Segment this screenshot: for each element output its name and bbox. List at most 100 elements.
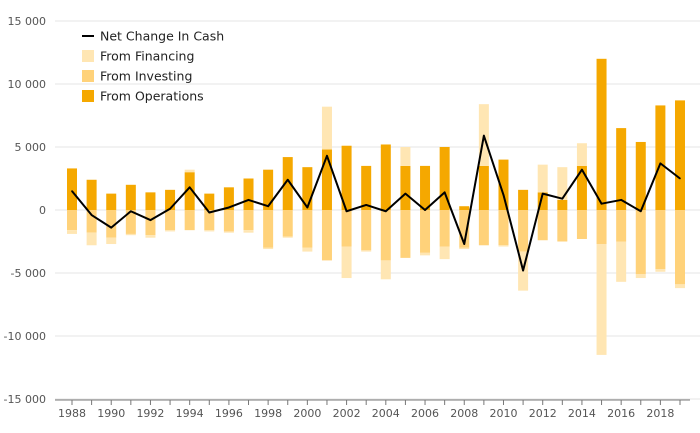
bar-from-financing <box>616 241 627 282</box>
bar-from-investing <box>439 210 450 247</box>
legend: Net Change In Cash From Financing From Inv… <box>82 29 224 104</box>
legend-swatch <box>82 70 94 82</box>
bar-from-financing <box>341 246 352 279</box>
bar-from-financing <box>576 143 587 166</box>
x-tick-label: 2002 <box>333 407 361 420</box>
bar-from-operations <box>498 159 509 210</box>
net-change-point <box>483 134 485 137</box>
bar-from-investing <box>184 210 195 231</box>
y-tick-label: 15 000 <box>8 15 47 28</box>
bar-from-operations <box>439 147 450 210</box>
legend-swatch <box>82 90 94 102</box>
net-change-point <box>188 186 191 189</box>
net-change-point <box>424 209 426 211</box>
bar-from-operations <box>86 179 97 210</box>
bar-from-financing <box>145 235 156 238</box>
net-change-point <box>365 204 367 206</box>
x-tick-label: 2010 <box>489 407 517 420</box>
bar-from-operations <box>420 165 431 210</box>
bar-from-investing <box>459 210 470 248</box>
bar-from-operations <box>675 100 685 210</box>
bar-from-financing <box>302 247 313 252</box>
net-change-point <box>247 199 250 201</box>
bar-from-financing <box>655 269 666 272</box>
net-change-point <box>149 219 152 221</box>
bar-from-operations <box>184 172 195 210</box>
x-tick-label: 2000 <box>293 407 321 420</box>
bar-from-investing <box>282 210 293 237</box>
bar-from-financing <box>596 244 607 355</box>
bar-from-investing <box>125 210 136 234</box>
bar-from-financing <box>400 147 411 166</box>
y-tick-label: 5 000 <box>15 141 47 154</box>
net-change-point <box>541 192 544 195</box>
bar-from-investing <box>243 210 254 231</box>
y-tick-label: -5 000 <box>11 267 46 280</box>
bar-from-financing <box>675 284 685 289</box>
bar-from-financing <box>106 237 117 245</box>
bar-from-financing <box>380 260 391 280</box>
legend-label: Net Change In Cash <box>100 29 224 44</box>
bar-from-investing <box>263 210 274 248</box>
y-tick-label: 10 000 <box>8 78 47 91</box>
bar-from-investing <box>204 210 215 231</box>
net-change-point <box>561 197 564 200</box>
net-change-point <box>679 177 681 180</box>
bar-from-operations <box>400 165 411 210</box>
bar-from-operations <box>243 178 254 210</box>
bar-from-investing <box>67 210 77 231</box>
bar-from-investing <box>518 210 529 252</box>
x-tick-label: 2012 <box>529 407 557 420</box>
net-change-point <box>443 191 446 194</box>
bar-from-operations <box>380 144 391 210</box>
net-change-point <box>639 210 642 213</box>
bar-from-investing <box>420 210 431 253</box>
bar-from-operations <box>596 58 607 210</box>
bar-from-investing <box>302 210 313 248</box>
x-tick-label: 1996 <box>215 407 243 420</box>
bar-from-operations <box>361 165 372 210</box>
bar-from-investing <box>675 210 685 285</box>
bar-from-operations <box>263 169 274 210</box>
bar-from-financing <box>165 230 176 232</box>
y-tick-label: -15 000 <box>4 393 46 406</box>
bar-from-financing <box>263 247 274 250</box>
net-change-point <box>208 211 211 214</box>
bar-from-financing <box>204 230 215 232</box>
bar-from-financing <box>223 231 234 233</box>
net-change-point <box>620 199 622 201</box>
net-change-point <box>345 210 348 213</box>
bar-from-investing <box>361 210 372 251</box>
bar-from-operations <box>145 192 156 210</box>
bar-from-operations <box>576 165 587 210</box>
bar-from-investing <box>400 210 411 258</box>
bar-from-financing <box>439 246 450 260</box>
bar-from-financing <box>67 230 77 234</box>
bar-from-financing <box>420 252 431 256</box>
x-tick-label: 2008 <box>450 407 478 420</box>
net-change-point <box>522 269 524 272</box>
bar-from-investing <box>165 210 176 231</box>
bar-from-operations <box>341 145 352 210</box>
net-change-point <box>130 210 132 213</box>
bar-from-investing <box>596 210 607 245</box>
bar-from-investing <box>106 210 117 238</box>
bar-from-operations <box>106 193 117 210</box>
bar-from-operations <box>655 105 666 210</box>
bar-from-investing <box>380 210 391 261</box>
x-tick-label: 1994 <box>176 407 204 420</box>
net-change-point <box>267 205 269 208</box>
x-tick-label: 2018 <box>646 407 674 420</box>
bar-from-investing <box>576 210 587 239</box>
bar-from-operations <box>635 141 646 210</box>
x-tick-label: 2006 <box>411 407 439 420</box>
bar-from-financing <box>282 236 293 238</box>
bar-from-operations <box>125 184 136 210</box>
bar-from-investing <box>86 210 97 233</box>
bar-from-operations <box>557 199 568 210</box>
bar-from-operations <box>67 168 77 210</box>
net-change-point <box>502 194 505 196</box>
bar-from-investing <box>223 210 234 232</box>
x-tick-label: 1988 <box>58 407 86 420</box>
